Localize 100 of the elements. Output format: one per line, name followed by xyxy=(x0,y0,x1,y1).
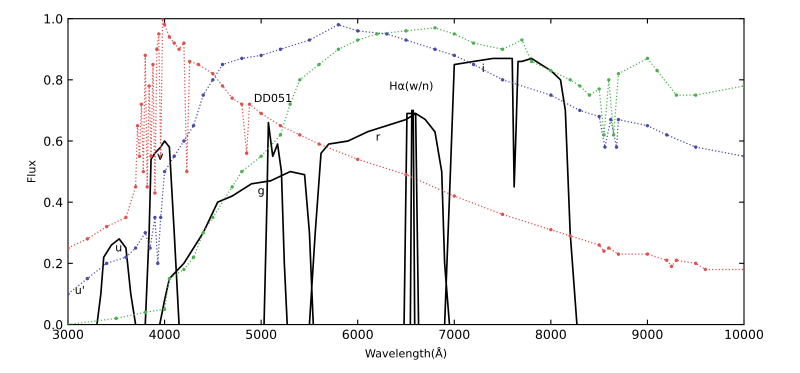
point xyxy=(602,133,606,137)
point xyxy=(177,48,181,51)
point xyxy=(147,84,151,88)
point xyxy=(549,228,553,232)
point xyxy=(602,249,606,253)
x-tick-label: 10000 xyxy=(725,330,764,340)
point xyxy=(144,54,147,58)
point xyxy=(144,310,147,314)
point xyxy=(157,32,161,36)
point xyxy=(240,170,244,174)
point xyxy=(549,68,553,72)
point xyxy=(646,124,650,128)
point xyxy=(153,216,157,220)
point xyxy=(192,255,196,259)
point xyxy=(162,307,166,311)
x-tick-label: 6000 xyxy=(342,330,373,340)
x-tick-label: 9000 xyxy=(632,330,663,340)
point xyxy=(153,191,157,195)
point xyxy=(138,154,142,158)
point xyxy=(404,172,408,176)
point xyxy=(134,246,138,250)
point xyxy=(278,124,282,128)
point xyxy=(244,151,248,155)
point xyxy=(182,139,186,143)
y-tick-label: 0.0 xyxy=(44,320,62,330)
y-tick-label: 0.6 xyxy=(44,136,62,146)
x-tick-label: 8000 xyxy=(536,330,566,340)
point xyxy=(597,114,601,118)
point xyxy=(674,258,678,262)
series-label: i xyxy=(482,64,484,72)
point xyxy=(104,262,108,266)
point xyxy=(172,41,176,45)
point xyxy=(404,29,408,33)
point xyxy=(211,72,215,76)
point xyxy=(670,264,674,268)
point xyxy=(356,29,360,33)
point xyxy=(674,93,678,97)
y-axis-title: Flux xyxy=(26,160,36,182)
point xyxy=(230,96,234,100)
point xyxy=(588,93,592,97)
series-label: u xyxy=(116,245,122,252)
point xyxy=(86,276,90,280)
point xyxy=(162,170,166,174)
point xyxy=(694,145,698,149)
point xyxy=(278,133,282,137)
point xyxy=(500,78,504,82)
point xyxy=(597,243,601,247)
point xyxy=(612,133,616,137)
point xyxy=(568,78,572,82)
point xyxy=(356,158,360,162)
point xyxy=(185,170,189,174)
point xyxy=(134,185,138,189)
point xyxy=(211,216,215,220)
point xyxy=(168,276,172,280)
point xyxy=(452,54,456,58)
point xyxy=(646,56,650,60)
point xyxy=(124,216,128,220)
x-axis-title: Wavelength(Å) xyxy=(365,347,446,360)
series-label: r xyxy=(376,134,380,141)
point xyxy=(192,124,196,128)
point xyxy=(433,26,437,30)
point xyxy=(201,93,205,97)
point xyxy=(452,32,456,36)
point xyxy=(317,142,321,146)
point xyxy=(149,154,153,158)
point xyxy=(549,93,553,97)
point xyxy=(607,246,611,250)
point xyxy=(162,23,166,27)
point xyxy=(259,154,263,158)
point xyxy=(317,62,321,66)
point xyxy=(196,62,200,66)
point xyxy=(140,102,144,106)
point xyxy=(655,68,659,72)
point xyxy=(433,48,437,51)
point xyxy=(665,258,668,262)
point xyxy=(240,102,244,106)
point xyxy=(168,35,172,39)
point xyxy=(240,56,244,60)
point xyxy=(145,185,149,189)
x-tick-label: 5000 xyxy=(246,330,276,340)
point xyxy=(220,84,224,88)
point xyxy=(607,78,611,82)
point xyxy=(608,118,612,122)
point xyxy=(694,262,698,266)
y-tick-label: 0.8 xyxy=(44,75,62,85)
point xyxy=(188,60,192,64)
point xyxy=(201,231,205,234)
point xyxy=(259,112,263,116)
point xyxy=(182,268,186,272)
point xyxy=(616,72,620,76)
point xyxy=(603,145,607,149)
point xyxy=(104,224,108,228)
point xyxy=(259,54,263,58)
point xyxy=(694,93,698,97)
point xyxy=(665,133,668,137)
point xyxy=(356,38,360,42)
point xyxy=(404,38,408,42)
point xyxy=(114,316,118,320)
point xyxy=(472,41,476,45)
x-tick-label: 4000 xyxy=(149,330,180,340)
